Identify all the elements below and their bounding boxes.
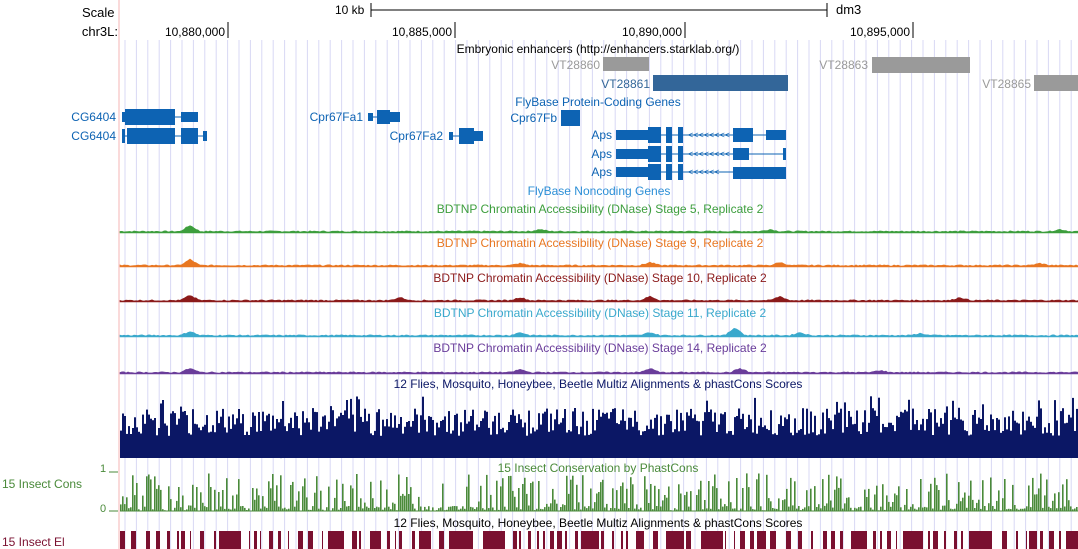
y-axis-min: 0	[100, 503, 106, 515]
dnase-signal	[119, 225, 1078, 234]
protein-coding-genes-track[interactable]: FlyBase Protein-Coding Genes CG6404 CG64…	[71, 95, 786, 180]
scale-bar	[370, 3, 828, 17]
position-ruler: 10,880,000 10,885,000 10,890,000 10,895,…	[165, 22, 914, 39]
track-title-genes: FlyBase Protein-Coding Genes	[515, 95, 680, 109]
svg-text:<<<<<<<<: <<<<<<<<	[688, 130, 730, 140]
enhancer-label: VT28865	[982, 77, 1031, 91]
ruler-position: 10,895,000	[850, 25, 910, 39]
elements-track[interactable]: 12 Flies, Mosquito, Honeybee, Beetle Mul…	[2, 516, 1078, 549]
track-title-dnase: BDTNP Chromatin Accessibility (DNase) St…	[433, 271, 767, 285]
track-title-dnase: BDTNP Chromatin Accessibility (DNase) St…	[437, 236, 764, 250]
conserved-elements	[120, 531, 1078, 549]
track-title-dnase: BDTNP Chromatin Accessibility (DNase) St…	[437, 202, 764, 216]
grid-lines	[124, 40, 1072, 549]
gene-model[interactable]	[122, 128, 207, 144]
enhancer-feature[interactable]	[1034, 75, 1078, 91]
scale-value: 10 kb	[335, 3, 365, 17]
gene-model[interactable]	[122, 109, 198, 125]
track-side-label: 15 Insect El	[2, 535, 65, 549]
dnase-signal	[119, 367, 1078, 375]
dnase-signal	[119, 258, 1078, 268]
dnase-track-stage14[interactable]: BDTNP Chromatin Accessibility (DNase) St…	[119, 341, 1078, 375]
track-title-elements: 12 Flies, Mosquito, Honeybee, Beetle Mul…	[394, 516, 803, 530]
enhancer-label: VT28861	[601, 77, 650, 91]
track-side-label: 15 Insect Cons	[2, 477, 82, 491]
gene-label: Aps	[591, 147, 612, 161]
track-title-enhancers: Embryonic enhancers (http://enhancers.st…	[457, 42, 740, 56]
dnase-signal	[119, 327, 1078, 338]
track-title-multiz: 12 Flies, Mosquito, Honeybee, Beetle Mul…	[394, 377, 803, 391]
svg-text:<<<<<<: <<<<<<	[688, 167, 720, 177]
enhancer-label: VT28863	[819, 58, 868, 72]
gene-model[interactable]: <<<<<<<<	[616, 127, 786, 143]
phastcons-track[interactable]: 15 Insect Conservation by PhastCons 15 I…	[2, 461, 1078, 515]
dnase-track-stage9[interactable]: BDTNP Chromatin Accessibility (DNase) St…	[119, 236, 1078, 268]
assembly-label: dm3	[836, 2, 861, 17]
enhancer-label: VT28860	[551, 58, 600, 72]
gene-model[interactable]: <<<<<<	[616, 164, 786, 180]
dnase-track-stage11[interactable]: BDTNP Chromatin Accessibility (DNase) St…	[119, 306, 1078, 338]
dnase-track-stage10[interactable]: BDTNP Chromatin Accessibility (DNase) St…	[119, 271, 1078, 303]
multiz-signal	[120, 396, 1078, 459]
gene-model[interactable]: <<<<<<<<	[616, 146, 786, 162]
y-axis-max: 1	[100, 463, 106, 475]
ruler-position: 10,885,000	[392, 25, 452, 39]
ruler-position: 10,880,000	[165, 25, 225, 39]
track-title-phastcons: 15 Insect Conservation by PhastCons	[498, 461, 699, 475]
dnase-track-stage5[interactable]: BDTNP Chromatin Accessibility (DNase) St…	[119, 202, 1078, 234]
track-title-dnase: BDTNP Chromatin Accessibility (DNase) St…	[433, 341, 767, 355]
track-title-noncoding[interactable]: FlyBase Noncoding Genes	[528, 184, 671, 198]
gene-label: Cpr67Fb	[510, 111, 557, 125]
enhancer-feature[interactable]	[653, 75, 788, 91]
phastcons-signal	[120, 473, 1078, 512]
gene-model[interactable]	[368, 110, 400, 124]
enhancer-feature[interactable]	[603, 57, 649, 71]
multiz-track[interactable]: 12 Flies, Mosquito, Honeybee, Beetle Mul…	[120, 377, 1078, 459]
svg-text:<<<<<<<<: <<<<<<<<	[688, 149, 730, 159]
chrom-label: chr3L:	[82, 24, 118, 39]
gene-label: CG6404	[71, 129, 116, 143]
dnase-signal	[119, 295, 1078, 303]
track-title-dnase: BDTNP Chromatin Accessibility (DNase) St…	[434, 306, 767, 320]
gene-model[interactable]	[449, 128, 483, 144]
ruler-position: 10,890,000	[622, 25, 682, 39]
gene-label: Cpr67Fa2	[390, 129, 444, 143]
enhancers-track[interactable]: Embryonic enhancers (http://enhancers.st…	[457, 42, 1078, 91]
gene-label: Cpr67Fa1	[310, 110, 364, 124]
gene-label: Aps	[591, 128, 612, 142]
enhancer-feature[interactable]	[872, 57, 970, 73]
gene-model[interactable]	[561, 110, 580, 126]
scale-label: Scale	[82, 5, 115, 20]
gene-label: Aps	[591, 165, 612, 179]
gene-label: CG6404	[71, 110, 116, 124]
